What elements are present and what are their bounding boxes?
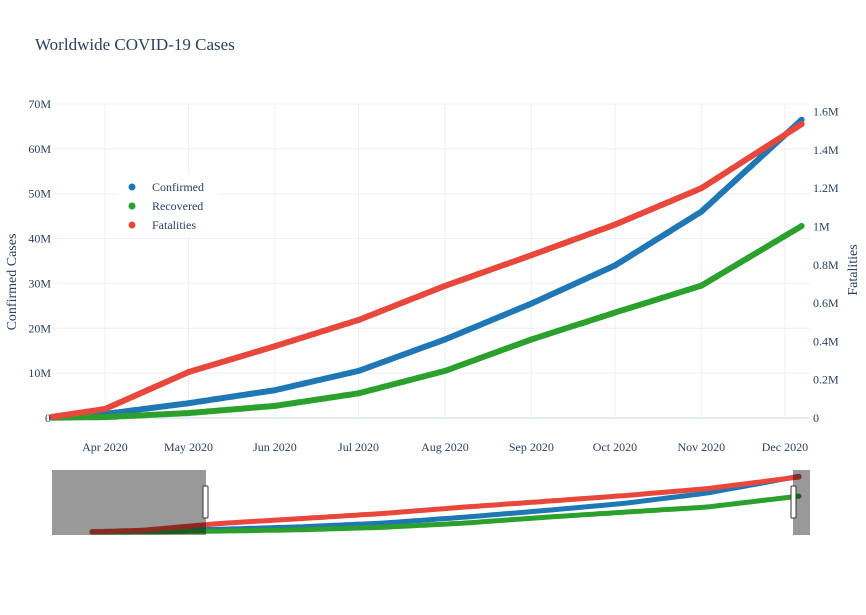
y-right-tick-label: 0.6M xyxy=(813,296,839,310)
data-point xyxy=(185,369,192,376)
legend-item-confirmed[interactable]: Confirmed xyxy=(128,180,205,194)
data-point xyxy=(101,414,108,421)
chart-title: Worldwide COVID-19 Cases xyxy=(35,35,235,54)
data-point xyxy=(185,400,192,407)
y-right-tick-label: 0 xyxy=(813,411,819,425)
data-point xyxy=(798,116,805,123)
legend-marker xyxy=(128,202,136,210)
y-right-axis-title: Fatalities xyxy=(846,244,861,295)
legend-label: Confirmed xyxy=(152,180,204,194)
data-point xyxy=(101,406,108,413)
legend-marker xyxy=(128,183,136,191)
range-slider-series-fatalities xyxy=(89,474,802,535)
data-point xyxy=(698,185,705,192)
data-point xyxy=(271,343,278,350)
y-left-axis-ticks: 0 10M 20M 30M 40M 50M 60M 70M xyxy=(28,97,51,425)
x-tick-label: May 2020 xyxy=(164,440,213,454)
y-left-tick-label: 40M xyxy=(28,232,51,246)
y-right-tick-label: 0.8M xyxy=(813,258,839,272)
y-right-axis-ticks: 0 0.2M 0.4M 0.6M 0.8M 1M 1.2M 1.4M 1.6M xyxy=(813,105,839,425)
y-right-tick-label: 0.4M xyxy=(813,334,839,348)
data-point xyxy=(441,282,448,289)
legend-marker xyxy=(128,221,136,229)
y-left-tick-label: 10M xyxy=(28,366,51,380)
data-point xyxy=(185,410,192,417)
range-slider-handle-left[interactable] xyxy=(202,485,209,519)
series-line xyxy=(49,116,805,421)
data-point xyxy=(271,402,278,409)
x-tick-label: Jun 2020 xyxy=(253,440,297,454)
range-slider-handle-right[interactable] xyxy=(790,485,797,519)
x-tick-label: Apr 2020 xyxy=(82,440,128,454)
y-right-tick-label: 1M xyxy=(813,220,830,234)
legend-label: Fatalities xyxy=(152,218,196,232)
y-left-tick-label: 60M xyxy=(28,142,51,156)
y-left-axis-title: Confirmed Cases xyxy=(5,234,20,331)
x-tick-label: Aug 2020 xyxy=(421,440,469,454)
grid xyxy=(52,103,810,419)
data-point xyxy=(698,282,705,289)
x-tick-label: Sep 2020 xyxy=(509,440,554,454)
range-slider-series-recovered xyxy=(89,493,802,535)
series-line xyxy=(49,223,805,421)
y-right-tick-label: 1.6M xyxy=(813,105,839,119)
data-point xyxy=(611,221,618,228)
y-right-tick-label: 1.4M xyxy=(813,143,839,157)
series-confirmed xyxy=(49,116,805,421)
y-right-tick-label: 0.2M xyxy=(813,373,839,387)
data-point xyxy=(355,390,362,397)
y-left-tick-label: 50M xyxy=(28,187,51,201)
series-layer xyxy=(49,116,805,421)
legend[interactable]: Confirmed Recovered Fatalities xyxy=(118,174,218,236)
data-point xyxy=(528,336,535,343)
data-point xyxy=(798,223,805,230)
data-point xyxy=(49,413,55,420)
data-point xyxy=(355,367,362,374)
data-point xyxy=(441,367,448,374)
series-line xyxy=(49,121,805,420)
y-right-tick-label: 1.2M xyxy=(813,181,839,195)
range-slider-mask-left xyxy=(52,470,206,535)
y-left-tick-label: 0 xyxy=(45,411,51,425)
x-tick-label: Oct 2020 xyxy=(593,440,637,454)
y-left-tick-label: 30M xyxy=(28,276,51,290)
legend-item-recovered[interactable]: Recovered xyxy=(128,199,204,213)
x-tick-label: Nov 2020 xyxy=(677,440,725,454)
range-slider[interactable] xyxy=(52,470,810,535)
data-point xyxy=(355,316,362,323)
x-tick-label: Dec 2020 xyxy=(762,440,808,454)
data-point xyxy=(441,336,448,343)
data-point xyxy=(528,252,535,259)
legend-item-fatalities[interactable]: Fatalities xyxy=(128,218,197,232)
data-point xyxy=(798,121,805,128)
legend-label: Recovered xyxy=(152,199,203,213)
data-point xyxy=(611,309,618,316)
y-left-tick-label: 70M xyxy=(28,97,51,111)
range-slider-mask-right xyxy=(793,470,810,535)
x-tick-label: Jul 2020 xyxy=(338,440,379,454)
x-axis-ticks: Apr 2020 May 2020 Jun 2020 Jul 2020 Aug 2020… xyxy=(82,440,808,454)
data-point xyxy=(271,387,278,394)
data-point xyxy=(528,300,535,307)
series-recovered xyxy=(49,223,805,421)
series-fatalities xyxy=(49,121,805,420)
data-point xyxy=(698,208,705,215)
data-point xyxy=(611,262,618,269)
y-left-tick-label: 20M xyxy=(28,321,51,335)
